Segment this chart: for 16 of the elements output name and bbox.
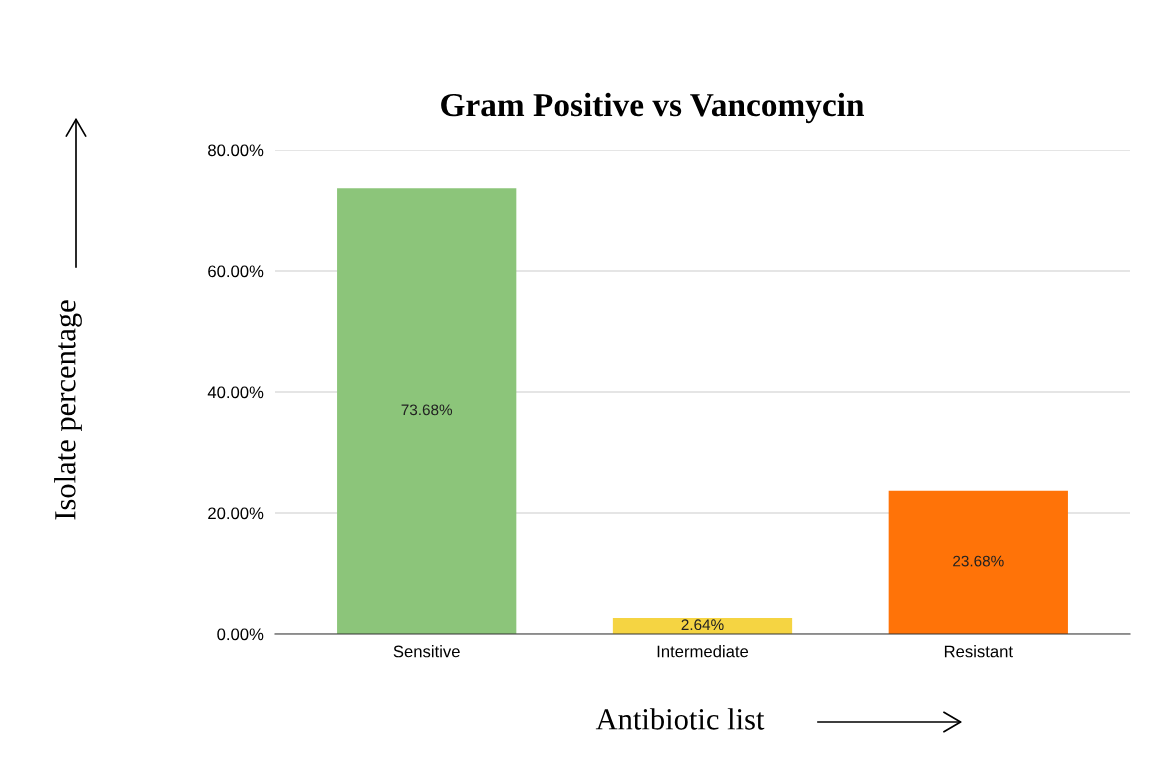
y-axis-title: Isolate percentage <box>54 300 82 520</box>
chart-title: Gram Positive vs Vancomycin <box>441 92 865 124</box>
y-tick-label: 40.00% <box>207 386 264 399</box>
y-tick-label: 20.00% <box>208 507 264 520</box>
bar <box>337 188 517 634</box>
x-tick-label: Resistant <box>944 645 1013 658</box>
data-label: 73.68% <box>401 404 453 416</box>
y-tick-label: 0.00% <box>217 628 264 641</box>
y-tick-label: 60.00% <box>208 265 264 278</box>
data-label: 23.68% <box>953 555 1004 567</box>
x-axis-title: Antibiotic list <box>595 708 765 730</box>
y-tick-label: 80.00% <box>208 144 264 157</box>
x-tick-label: Sensitive <box>393 645 460 658</box>
x-tick-label: Intermediate <box>657 645 749 658</box>
data-label: 2.64% <box>681 619 724 631</box>
bar <box>888 490 1068 634</box>
